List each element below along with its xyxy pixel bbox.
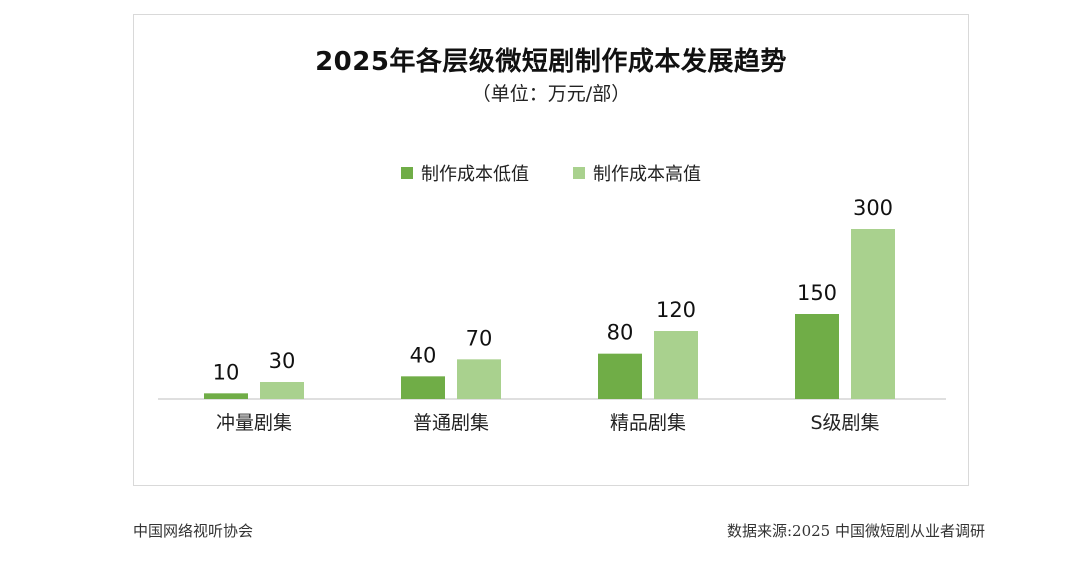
bar-low-0 (204, 393, 248, 399)
legend-item-low: 制作成本低值 (401, 160, 529, 186)
bar-high-0 (260, 382, 304, 399)
chart-subtitle: （单位：万元/部） (471, 83, 631, 105)
legend-swatch-low (401, 167, 413, 179)
chart-legend: 制作成本低值 制作成本高值 (134, 160, 968, 186)
bar-high-2 (654, 331, 698, 399)
bar-high-1 (457, 359, 501, 399)
x-tick-label-1: 普通剧集 (413, 412, 489, 434)
chart-frame: 2025年各层级微短剧制作成本发展趋势 （单位：万元/部） 制作成本低值 制作成… (133, 14, 969, 486)
data-label-low-1: 40 (410, 343, 437, 367)
bar-low-3 (795, 314, 839, 399)
data-label-high-1: 70 (466, 326, 493, 350)
x-tick-label-0: 冲量剧集 (216, 412, 292, 434)
legend-label-low: 制作成本低值 (421, 164, 529, 185)
data-label-high-3: 300 (853, 196, 893, 220)
x-tick-label-3: S级剧集 (810, 412, 879, 434)
footer-org: 中国网络视听协会 (133, 522, 254, 540)
legend-item-high: 制作成本高值 (573, 160, 701, 186)
bar-low-2 (598, 353, 642, 399)
legend-swatch-high (573, 167, 585, 179)
bar-chart: 10 30 冲量剧集 40 70 普通剧集 80 120 精品剧集 150 300 S级剧集 (158, 196, 946, 434)
data-label-high-0: 30 (269, 349, 296, 373)
bar-high-3 (851, 229, 895, 399)
chart-title: 2025年各层级微短剧制作成本发展趋势 (315, 47, 787, 77)
data-label-high-2: 120 (656, 298, 696, 322)
x-tick-label-2: 精品剧集 (610, 412, 686, 434)
footer-data-source: 数据来源:2025 中国微短剧从业者调研 (727, 522, 985, 540)
data-label-low-2: 80 (607, 321, 634, 345)
legend-label-high: 制作成本高值 (593, 164, 701, 185)
data-label-low-0: 10 (213, 360, 240, 384)
bar-low-1 (401, 376, 445, 399)
data-label-low-3: 150 (797, 281, 837, 305)
